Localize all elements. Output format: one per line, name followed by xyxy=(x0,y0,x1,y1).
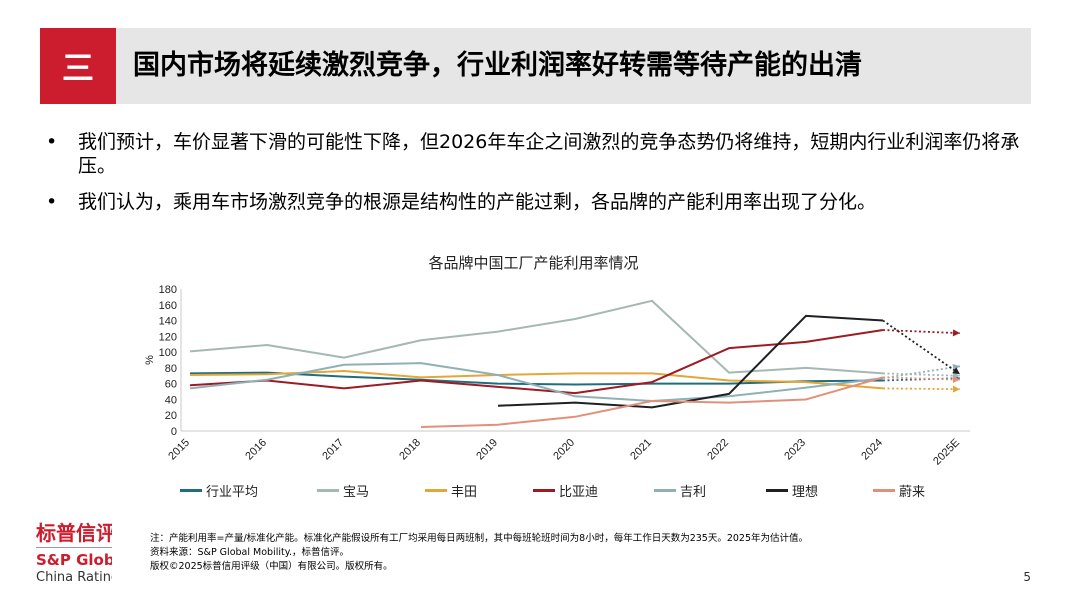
series-line xyxy=(189,299,884,375)
legend-swatch xyxy=(317,489,339,492)
series-line xyxy=(420,376,884,429)
legend-item: 吉利 xyxy=(654,481,706,500)
y-tick-label: 80 xyxy=(165,363,177,375)
y-tick-label: 120 xyxy=(159,331,177,343)
bullet-dot: • xyxy=(46,191,58,213)
x-tick-label: 2019 xyxy=(474,437,500,463)
x-tick-label: 2023 xyxy=(782,437,808,463)
legend-label: 蔚来 xyxy=(899,485,926,500)
bullet-list: • 我们预计，车价显著下滑的可能性下降，但2026年车企之间激烈的竞争态势仍将维… xyxy=(46,130,1036,226)
legend-label: 丰田 xyxy=(451,485,478,500)
logo-subtitle: China Ratings xyxy=(36,570,112,585)
page-title: 国内市场将延续激烈竞争，行业利润率好转需等待产能的出清 xyxy=(133,50,862,81)
legend-swatch xyxy=(533,489,555,492)
legend-item: 宝马 xyxy=(317,481,369,500)
legend-swatch xyxy=(766,489,788,492)
y-tick-label: 60 xyxy=(165,379,177,391)
y-tick-label: 40 xyxy=(165,394,177,406)
forecast-line xyxy=(882,319,961,375)
logo-text-cn: 标普信评 xyxy=(36,521,112,545)
x-tick-label: 2021 xyxy=(628,437,654,463)
bullet-item: • 我们预计，车价显著下滑的可能性下降，但2026年车企之间激烈的竞争态势仍将维… xyxy=(46,130,1036,178)
section-number: 三 xyxy=(40,28,116,104)
forecast-arrowhead xyxy=(952,376,960,384)
legend-swatch xyxy=(873,489,895,492)
legend-label: 宝马 xyxy=(343,485,370,500)
footnotes: 注：产能利用率=产量/标准化产能。标准化产能假设所有工厂均采用每日两班制，其中每… xyxy=(150,532,808,574)
capacity-utilization-chart: 0 20 40 60 80 100 120 140 160 180% 2015 2016 2017 201… xyxy=(144,284,970,468)
y-tick-label: 100 xyxy=(159,347,177,359)
legend-item: 行业平均 xyxy=(180,481,258,500)
x-tick-label: 2025E xyxy=(931,437,962,468)
legend-item: 丰田 xyxy=(425,481,477,500)
logo-text-en: S&P Global xyxy=(36,551,112,569)
x-tick-label: 2018 xyxy=(397,437,423,463)
forecast-line xyxy=(882,365,961,380)
series-line xyxy=(189,362,884,403)
y-tick-label: 0 xyxy=(171,426,177,438)
forecast-line xyxy=(882,387,961,391)
forecast-line xyxy=(882,376,961,381)
legend-swatch xyxy=(654,489,676,492)
forecast-line xyxy=(882,372,961,377)
company-logo: 标普信评 S&P Global China Ratings xyxy=(36,517,112,589)
forecast-arrowhead xyxy=(952,329,960,337)
legend-item: 比亚迪 xyxy=(533,481,598,500)
y-tick-label: 140 xyxy=(159,316,177,328)
y-tick-label: 180 xyxy=(159,284,177,296)
chart-title: 各品牌中国工厂产能利用率情况 xyxy=(428,254,639,272)
bullet-dot: • xyxy=(46,131,58,153)
legend-item: 理想 xyxy=(766,481,818,500)
x-tick-label: 2016 xyxy=(243,437,269,463)
series-line xyxy=(189,371,884,386)
bullet-text: 我们认为，乘用车市场激烈竞争的根源是结构性的产能过剩，各品牌的产能利用率出现了分… xyxy=(78,191,877,213)
x-tick-label: 2017 xyxy=(320,437,346,463)
x-tick-label: 2020 xyxy=(551,437,577,463)
legend-label: 吉利 xyxy=(680,485,707,500)
forecast-line xyxy=(882,377,961,382)
legend-swatch xyxy=(425,489,447,492)
bullet-text: 我们预计，车价显著下滑的可能性下降，但2026年车企之间激烈的竞争态势仍将维持，… xyxy=(78,131,1020,177)
page-number: 5 xyxy=(1023,570,1031,584)
data-source: 资料来源：S&P Global Mobility.，标普信评。 xyxy=(150,547,349,558)
copyright: 版权©2025标普信用评级（中国）有限公司。版权所有。 xyxy=(150,561,393,572)
section-title-bar: 三 国内市场将延续激烈竞争，行业利润率好转需等待产能的出清 xyxy=(40,28,1031,104)
y-tick-label: 20 xyxy=(165,410,177,422)
x-tick-label: 2015 xyxy=(166,437,192,463)
legend-item: 蔚来 xyxy=(873,481,925,500)
forecast-arrowhead xyxy=(952,385,960,393)
legend-label: 行业平均 xyxy=(206,485,259,500)
logo-divider xyxy=(36,547,112,548)
chart-legend: 行业平均 宝马 丰田 比亚迪 吉利 理想 蔚来 xyxy=(180,481,960,503)
series-line xyxy=(497,314,884,409)
legend-label: 比亚迪 xyxy=(559,485,599,500)
legend-swatch xyxy=(180,489,202,492)
y-tick-label: 160 xyxy=(159,300,177,312)
x-tick-label: 2022 xyxy=(705,437,731,463)
legend-label: 理想 xyxy=(792,485,819,500)
chart-note: 注：产能利用率=产量/标准化产能。标准化产能假设所有工厂均采用每日两班制，其中每… xyxy=(150,533,809,544)
series-line xyxy=(189,329,884,395)
bullet-item: • 我们认为，乘用车市场激烈竞争的根源是结构性的产能过剩，各品牌的产能利用率出现… xyxy=(46,190,1036,214)
forecast-line xyxy=(882,329,961,335)
x-tick-label: 2024 xyxy=(859,437,885,463)
forecast-arrowhead xyxy=(952,367,960,375)
y-axis-label: % xyxy=(144,355,156,365)
